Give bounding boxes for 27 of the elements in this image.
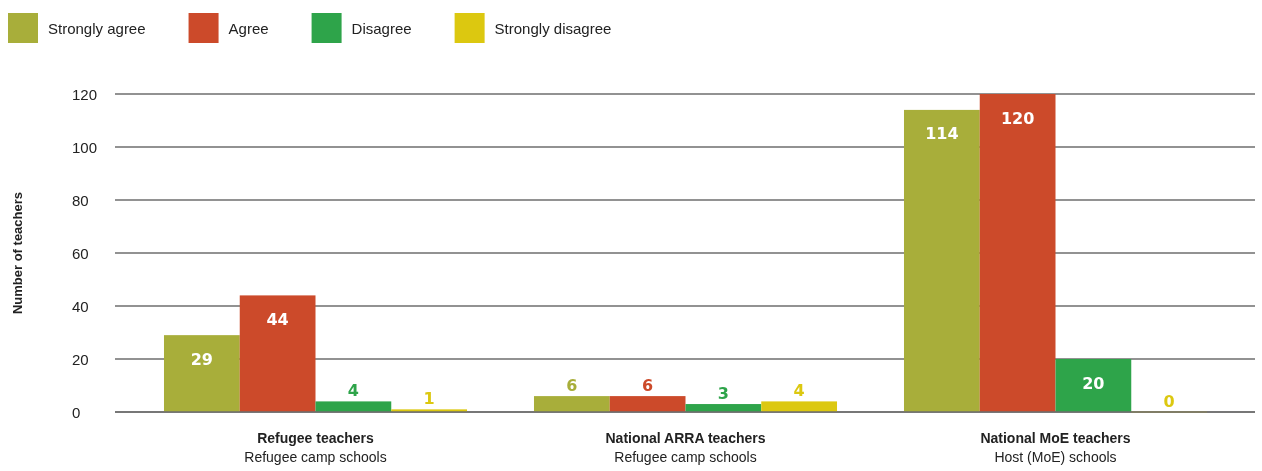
data-label: 44 bbox=[266, 309, 289, 329]
data-label: 114 bbox=[925, 124, 959, 144]
y-tick-label: 0 bbox=[72, 403, 81, 421]
y-tick-label: 40 bbox=[72, 297, 89, 315]
legend-label: Strongly agree bbox=[48, 19, 146, 37]
data-label: 0 bbox=[1163, 391, 1175, 411]
x-tick-label: National ARRA teachers Refugee camp schools bbox=[605, 430, 766, 465]
data-label: 120 bbox=[1000, 108, 1035, 128]
y-tick-label: 60 bbox=[72, 244, 89, 262]
y-tick-label: 120 bbox=[72, 85, 98, 103]
data-label: 29 bbox=[190, 349, 213, 369]
data-label: 20 bbox=[1082, 373, 1105, 393]
data-label: 6 bbox=[642, 375, 654, 395]
x-tick-label: National MoE teachers Host (MoE) schools bbox=[980, 430, 1131, 465]
data-label: 6 bbox=[566, 375, 578, 395]
y-tick-label: 100 bbox=[72, 138, 98, 156]
data-label: 3 bbox=[717, 383, 729, 403]
data-label: 4 bbox=[347, 380, 359, 400]
data-label: 4 bbox=[793, 380, 805, 400]
legend-label: Strongly disagree bbox=[494, 19, 612, 37]
y-tick-label: 80 bbox=[72, 191, 89, 209]
data-label: 1 bbox=[423, 388, 435, 408]
legend-label: Disagree bbox=[351, 19, 412, 37]
legend-label: Agree bbox=[228, 19, 269, 37]
x-tick-label: Refugee teachers Refugee camp schools bbox=[244, 430, 387, 465]
y-tick-label: 20 bbox=[72, 350, 89, 368]
y-axis-title: Number of teachers bbox=[9, 191, 25, 315]
